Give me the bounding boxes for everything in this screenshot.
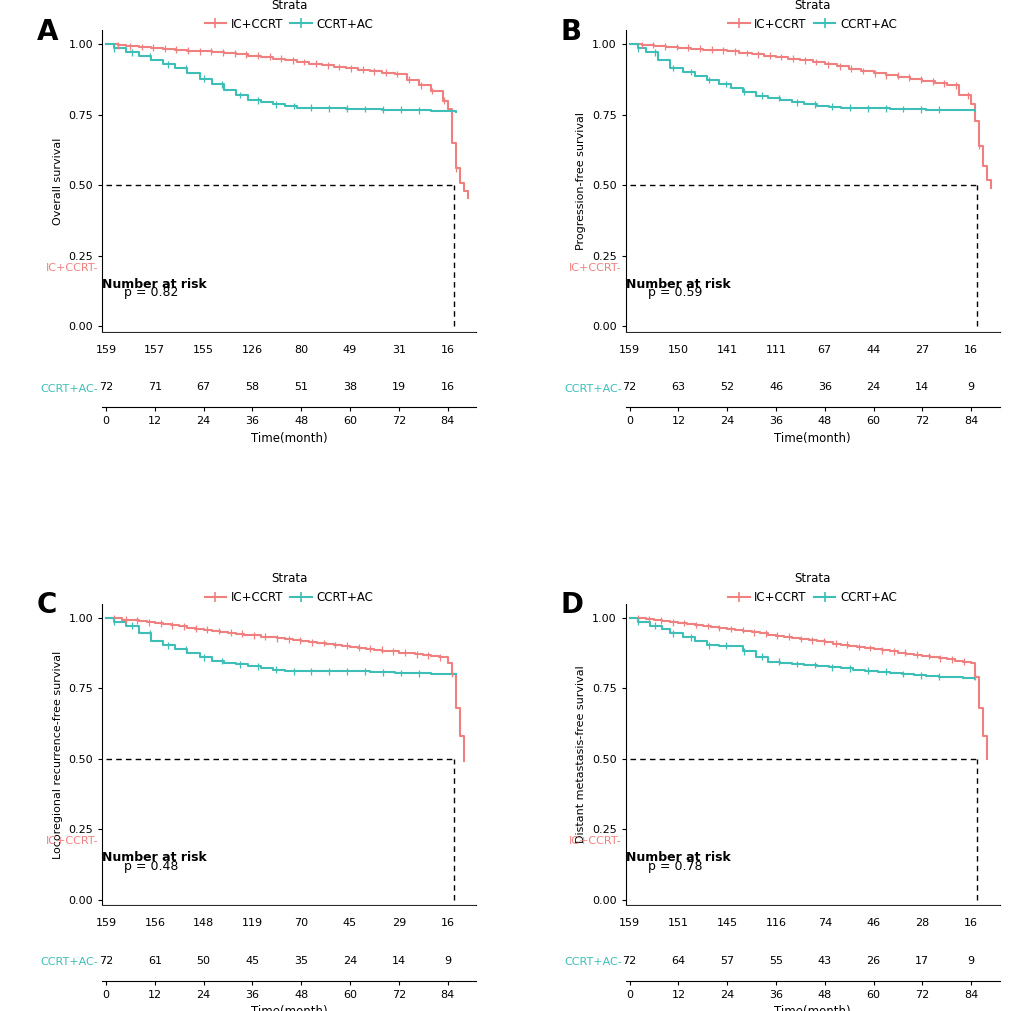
Text: 72: 72 <box>622 955 636 966</box>
X-axis label: Time(month): Time(month) <box>251 1005 327 1011</box>
Text: 16: 16 <box>963 345 977 355</box>
Text: 119: 119 <box>242 918 263 928</box>
Text: CCRT+AC-: CCRT+AC- <box>564 956 622 967</box>
Text: 9: 9 <box>967 955 974 966</box>
Text: 9: 9 <box>443 955 450 966</box>
Text: 45: 45 <box>246 955 259 966</box>
Text: 63: 63 <box>671 382 685 392</box>
Text: IC+CCRT-: IC+CCRT- <box>46 836 98 846</box>
Text: 57: 57 <box>719 955 734 966</box>
Y-axis label: Locoregional recurrence-free survival: Locoregional recurrence-free survival <box>53 650 62 858</box>
Text: 50: 50 <box>197 955 211 966</box>
Text: 14: 14 <box>914 382 928 392</box>
Text: 126: 126 <box>242 345 263 355</box>
Text: CCRT+AC-: CCRT+AC- <box>564 383 622 393</box>
Text: 16: 16 <box>440 918 454 928</box>
Text: IC+CCRT-: IC+CCRT- <box>46 263 98 273</box>
Text: 51: 51 <box>293 382 308 392</box>
Text: 156: 156 <box>145 918 165 928</box>
Text: 52: 52 <box>719 382 734 392</box>
Text: CCRT+AC-: CCRT+AC- <box>41 383 98 393</box>
Text: 72: 72 <box>99 955 113 966</box>
Text: 17: 17 <box>914 955 928 966</box>
Text: 159: 159 <box>96 345 116 355</box>
Text: 38: 38 <box>342 382 357 392</box>
Y-axis label: Progression-free survival: Progression-free survival <box>576 112 586 250</box>
Text: 148: 148 <box>193 918 214 928</box>
Text: Number at risk: Number at risk <box>625 851 730 863</box>
Text: 67: 67 <box>197 382 211 392</box>
Text: p = 0.59: p = 0.59 <box>647 286 702 299</box>
Text: 36: 36 <box>817 382 830 392</box>
Text: 72: 72 <box>622 382 636 392</box>
Text: 24: 24 <box>865 382 879 392</box>
X-axis label: Time(month): Time(month) <box>773 1005 850 1011</box>
Text: 14: 14 <box>391 955 406 966</box>
Text: 64: 64 <box>671 955 685 966</box>
Text: 28: 28 <box>914 918 928 928</box>
Text: 67: 67 <box>817 345 832 355</box>
Text: 151: 151 <box>667 918 688 928</box>
Text: 157: 157 <box>144 345 165 355</box>
Text: B: B <box>559 18 581 47</box>
Text: 44: 44 <box>865 345 879 355</box>
Text: 35: 35 <box>293 955 308 966</box>
Legend: IC+CCRT, CCRT+AC: IC+CCRT, CCRT+AC <box>200 0 378 35</box>
Text: 26: 26 <box>866 955 879 966</box>
Legend: IC+CCRT, CCRT+AC: IC+CCRT, CCRT+AC <box>722 567 901 609</box>
Text: D: D <box>559 591 583 620</box>
Text: 159: 159 <box>619 345 640 355</box>
Text: 155: 155 <box>193 345 214 355</box>
Text: 24: 24 <box>342 955 357 966</box>
Text: 61: 61 <box>148 955 162 966</box>
Text: 45: 45 <box>342 918 357 928</box>
Text: 27: 27 <box>914 345 928 355</box>
Text: 111: 111 <box>765 345 786 355</box>
Text: 16: 16 <box>440 382 454 392</box>
Text: 70: 70 <box>293 918 308 928</box>
Text: p = 0.48: p = 0.48 <box>124 859 178 872</box>
Text: 145: 145 <box>716 918 737 928</box>
Text: p = 0.82: p = 0.82 <box>124 286 178 299</box>
Text: 159: 159 <box>619 918 640 928</box>
Text: 31: 31 <box>391 345 406 355</box>
Text: 19: 19 <box>391 382 406 392</box>
X-axis label: Time(month): Time(month) <box>251 432 327 445</box>
Legend: IC+CCRT, CCRT+AC: IC+CCRT, CCRT+AC <box>200 567 378 609</box>
Text: IC+CCRT-: IC+CCRT- <box>569 263 622 273</box>
Text: 49: 49 <box>342 345 357 355</box>
Text: 46: 46 <box>768 382 783 392</box>
Text: 150: 150 <box>667 345 688 355</box>
Text: 43: 43 <box>817 955 832 966</box>
Text: Number at risk: Number at risk <box>102 851 207 863</box>
Text: 80: 80 <box>293 345 308 355</box>
Text: 16: 16 <box>963 918 977 928</box>
Text: 159: 159 <box>96 918 116 928</box>
Text: p = 0.78: p = 0.78 <box>647 859 702 872</box>
Text: 72: 72 <box>99 382 113 392</box>
X-axis label: Time(month): Time(month) <box>773 432 850 445</box>
Text: 16: 16 <box>440 345 454 355</box>
Text: Number at risk: Number at risk <box>102 278 207 290</box>
Legend: IC+CCRT, CCRT+AC: IC+CCRT, CCRT+AC <box>722 0 901 35</box>
Text: 74: 74 <box>817 918 832 928</box>
Text: 141: 141 <box>716 345 737 355</box>
Text: 29: 29 <box>391 918 406 928</box>
Text: 58: 58 <box>246 382 259 392</box>
Text: Number at risk: Number at risk <box>625 278 730 290</box>
Text: IC+CCRT-: IC+CCRT- <box>569 836 622 846</box>
Text: 46: 46 <box>866 918 879 928</box>
Y-axis label: Overall survival: Overall survival <box>53 137 62 224</box>
Text: 71: 71 <box>148 382 162 392</box>
Y-axis label: Distant metastasis-free survival: Distant metastasis-free survival <box>576 665 586 843</box>
Text: 9: 9 <box>967 382 974 392</box>
Text: CCRT+AC-: CCRT+AC- <box>41 956 98 967</box>
Text: 55: 55 <box>768 955 783 966</box>
Text: C: C <box>37 591 57 620</box>
Text: 116: 116 <box>765 918 786 928</box>
Text: A: A <box>37 18 58 47</box>
